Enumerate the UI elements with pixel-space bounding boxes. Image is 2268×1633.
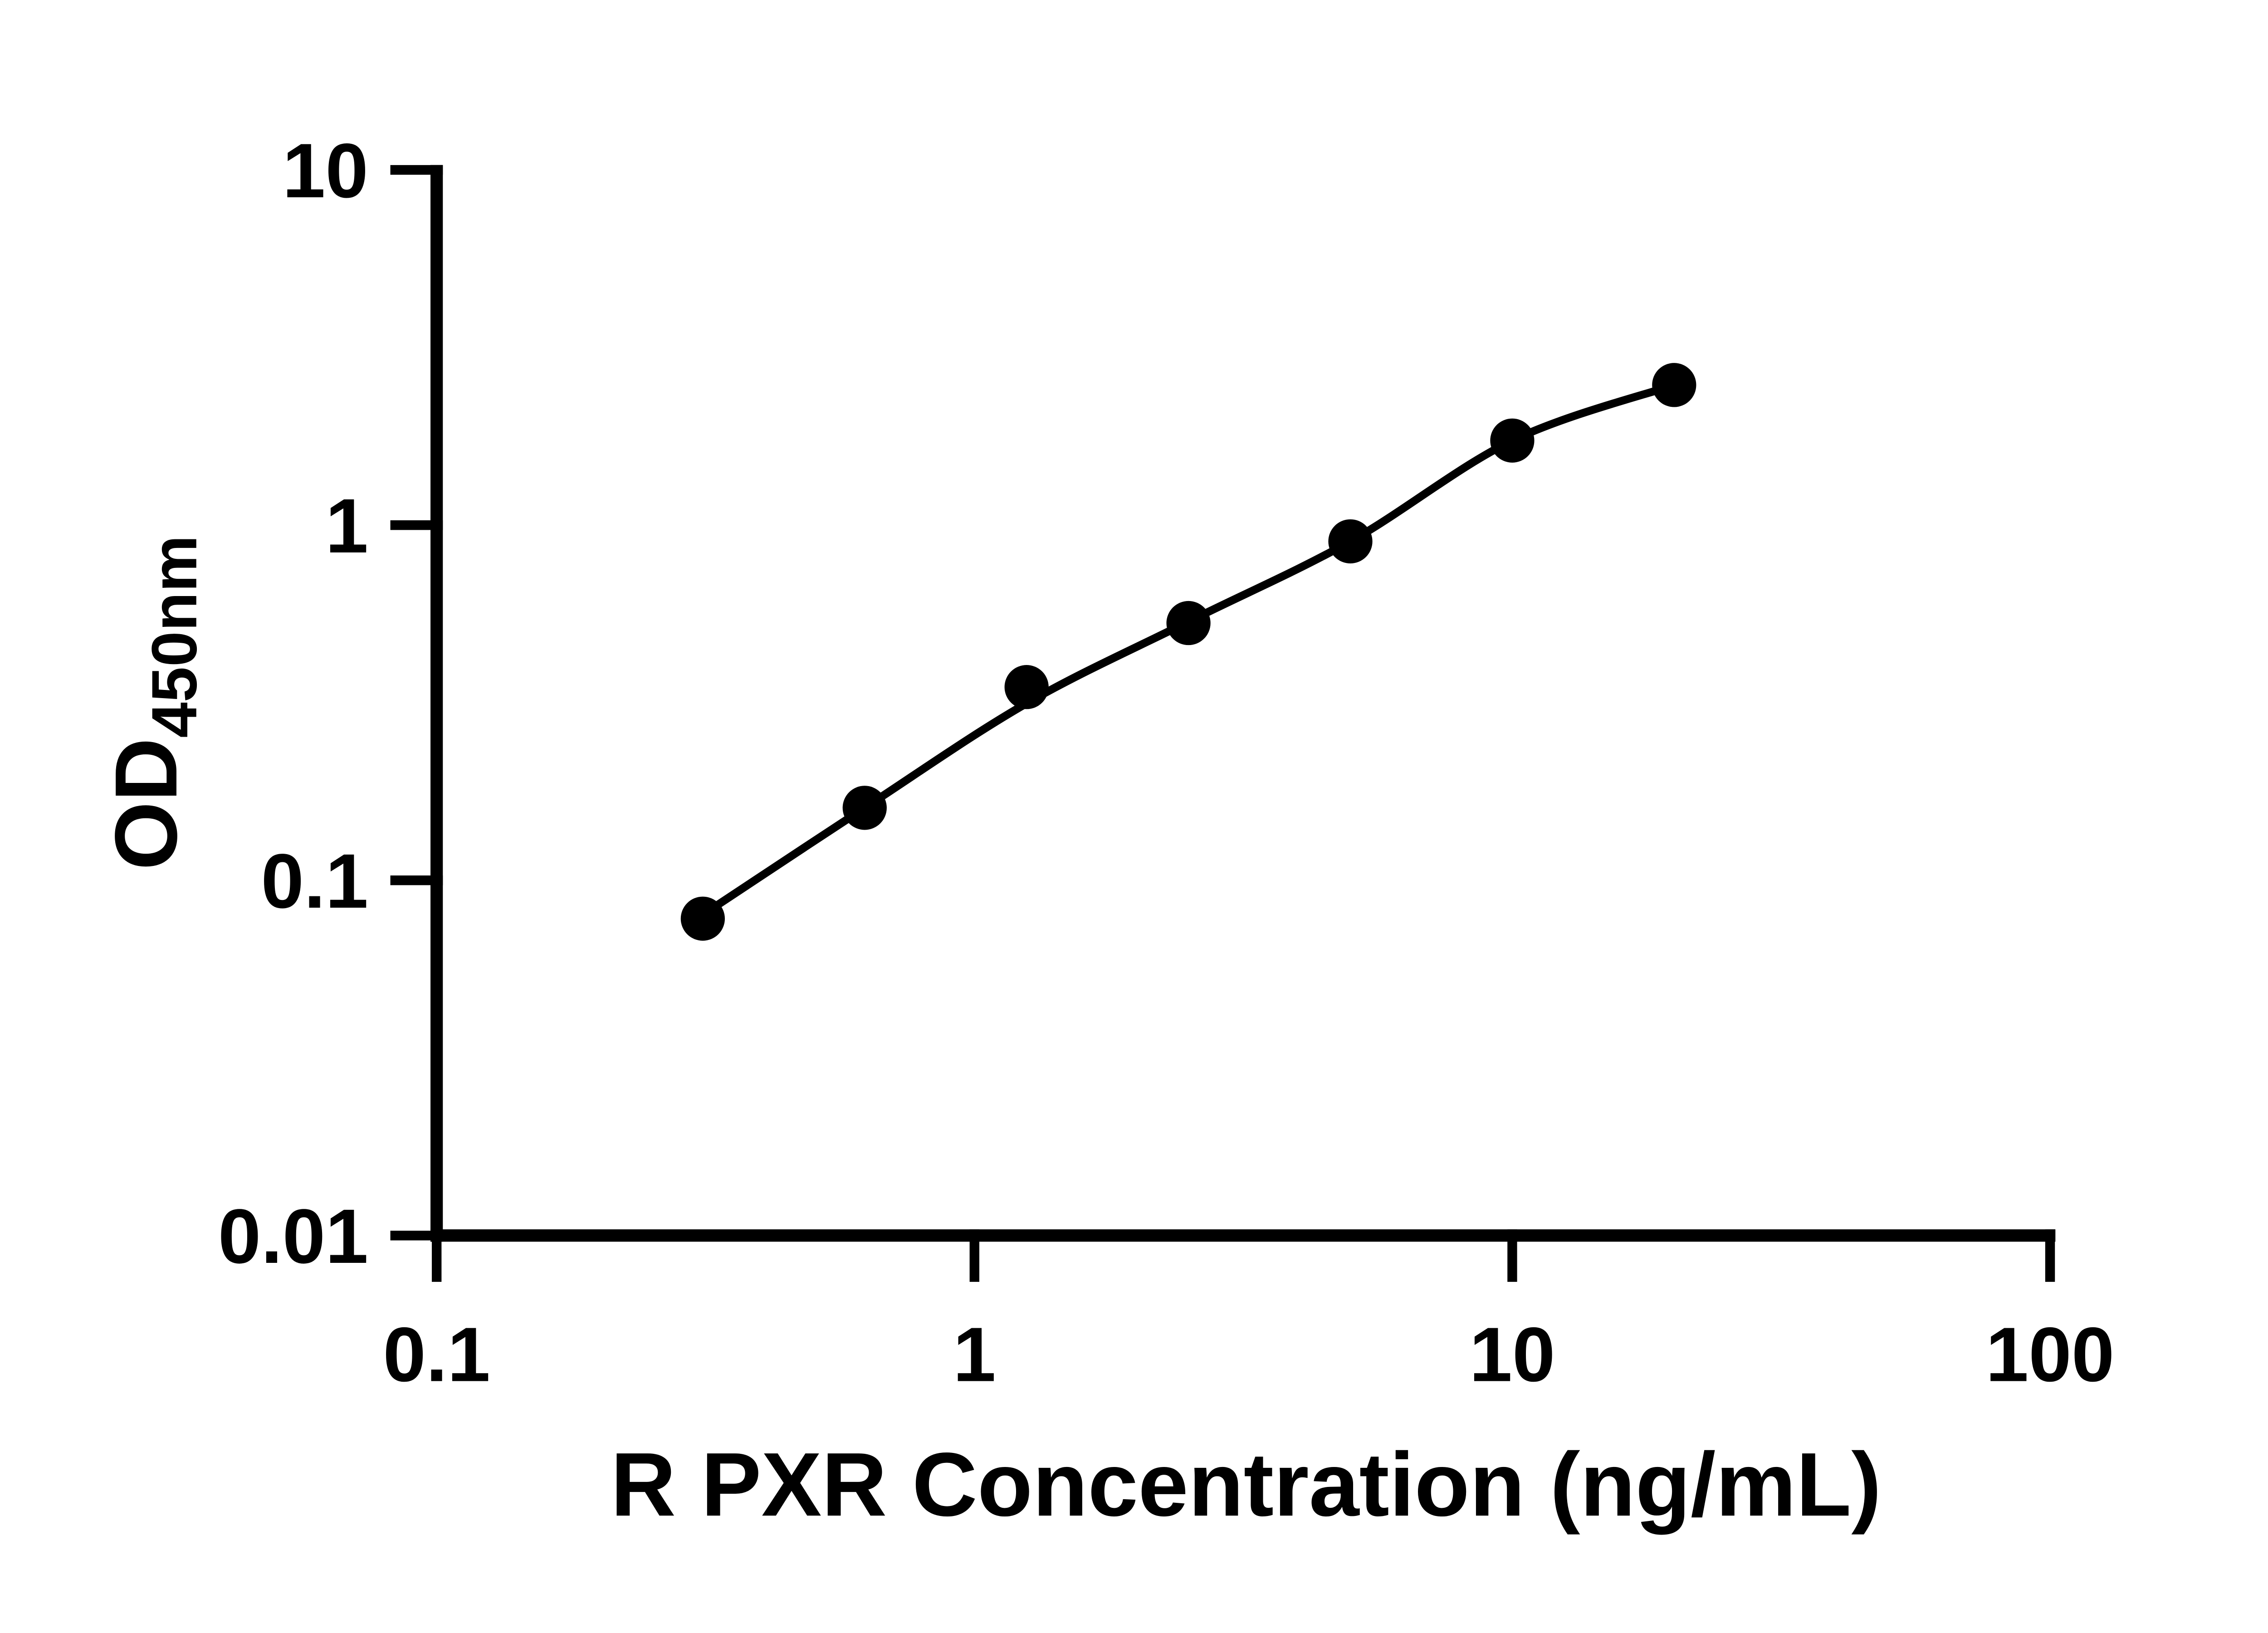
x-tick-label: 10 [1469,1312,1555,1398]
data-point-marker [842,786,887,830]
y-tick-label: 0.1 [261,838,368,924]
x-axis-title: R PXR Concentration (ng/mL) [611,1434,1882,1535]
data-point-marker [1004,665,1049,709]
x-tick-label: 1 [953,1312,996,1398]
y-tick-label: 0.01 [218,1193,368,1280]
data-point-marker [1166,601,1211,645]
x-axis-ticks: 0.1 1 10 100 [383,1229,2114,1398]
data-points [680,363,1696,941]
y-axis-title-main: OD [97,738,196,870]
chart-background [0,22,2268,1611]
y-tick-label: 1 [325,483,368,569]
y-axis-title-subscript: 450nm [138,535,210,738]
y-tick-label: 10 [283,128,368,214]
data-point-marker [680,896,725,941]
x-tick-label: 100 [1986,1312,2115,1398]
x-tick-label: 0.1 [383,1312,490,1398]
data-point-marker [1328,519,1373,564]
data-point-marker [1652,363,1696,407]
data-point-marker [1490,418,1535,463]
y-axis-ticks: 0.01 0.1 1 10 [218,128,443,1280]
y-axis-title: OD450nm [97,535,210,870]
